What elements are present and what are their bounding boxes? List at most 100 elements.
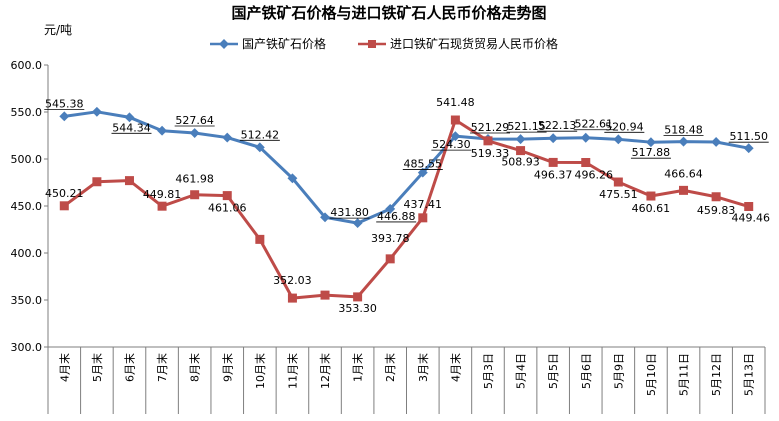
data-label-0: 545.38 bbox=[45, 97, 84, 110]
y-tick-label: 600.0 bbox=[11, 59, 43, 72]
data-label-0: 512.42 bbox=[241, 128, 280, 141]
series-point-0 bbox=[645, 137, 656, 148]
series-point-1 bbox=[222, 191, 232, 201]
series-point-1 bbox=[190, 190, 200, 200]
y-tick-label: 500.0 bbox=[11, 153, 43, 166]
data-label-1: 352.03 bbox=[273, 274, 312, 287]
x-tick-label: 4月末 bbox=[448, 353, 462, 382]
data-label-1: 519.33 bbox=[471, 147, 510, 160]
data-label-1: 496.26 bbox=[575, 169, 614, 182]
legend-marker-import bbox=[368, 40, 376, 48]
series-point-1 bbox=[255, 234, 265, 244]
series-point-1 bbox=[581, 158, 591, 168]
series-point-1 bbox=[711, 192, 721, 202]
data-label-1: 449.46 bbox=[731, 212, 770, 225]
series-point-0 bbox=[711, 137, 722, 147]
x-tick-label: 12月末 bbox=[318, 353, 332, 389]
x-tick-label: 5月9日 bbox=[612, 353, 625, 389]
series-point-0 bbox=[287, 173, 298, 184]
data-label-0: 527.64 bbox=[175, 114, 214, 127]
series-point-1 bbox=[483, 136, 493, 146]
series-point-0 bbox=[743, 143, 754, 154]
y-tick-label: 550.0 bbox=[11, 106, 43, 119]
x-tick-label: 5月5日 bbox=[547, 353, 560, 389]
data-label-0: 511.50 bbox=[729, 130, 768, 143]
x-tick-label: 1月末 bbox=[351, 353, 365, 382]
data-label-1: 461.98 bbox=[175, 173, 214, 186]
x-tick-label: 5月末 bbox=[90, 353, 104, 382]
series-point-0 bbox=[548, 133, 559, 144]
data-label-0: 485.55 bbox=[404, 158, 443, 171]
data-label-1: 460.61 bbox=[632, 202, 671, 215]
data-label-0: 521.15 bbox=[507, 120, 546, 133]
series-point-0 bbox=[450, 131, 461, 142]
data-label-0: 524.30 bbox=[432, 138, 471, 151]
data-label-0: 431.80 bbox=[330, 206, 369, 219]
series-point-0 bbox=[157, 125, 168, 136]
series-point-1 bbox=[613, 177, 623, 187]
x-tick-label: 2月末 bbox=[383, 353, 397, 382]
x-tick-label: 4月末 bbox=[57, 353, 71, 382]
series-point-0 bbox=[59, 111, 70, 122]
data-label-1: 459.83 bbox=[697, 204, 736, 217]
x-tick-label: 11月末 bbox=[285, 353, 299, 389]
series-line-1 bbox=[63, 118, 750, 300]
series-point-0 bbox=[515, 134, 526, 145]
data-label-1: 461.06 bbox=[208, 202, 247, 215]
data-label-0: 446.88 bbox=[377, 210, 416, 223]
data-label-0: 522.61 bbox=[575, 118, 614, 131]
x-tick-label: 9月末 bbox=[220, 353, 234, 382]
x-tick-label: 5月10日 bbox=[645, 353, 658, 396]
series-point-0 bbox=[385, 203, 396, 214]
data-label-0: 521.29 bbox=[471, 121, 510, 134]
legend-label-import: 进口铁矿石现货贸易人民币价格 bbox=[390, 36, 558, 51]
series-point-1 bbox=[320, 290, 330, 300]
series-point-0 bbox=[678, 136, 689, 147]
x-tick-label: 7月末 bbox=[155, 353, 169, 382]
data-label-0: 517.88 bbox=[632, 146, 671, 159]
series-point-1 bbox=[287, 293, 297, 303]
series-point-0 bbox=[189, 128, 200, 138]
series-point-1 bbox=[646, 191, 656, 201]
y-tick-label: 350.0 bbox=[11, 294, 43, 307]
series-point-1 bbox=[516, 146, 526, 156]
series-point-0 bbox=[222, 132, 233, 143]
series-point-0 bbox=[91, 106, 102, 117]
legend-label-domestic: 国产铁矿石价格 bbox=[242, 36, 326, 51]
x-tick-label: 5月11日 bbox=[678, 353, 691, 396]
data-label-0: 522.13 bbox=[538, 119, 577, 132]
series-point-1 bbox=[548, 157, 558, 167]
y-tick-label: 400.0 bbox=[11, 247, 43, 260]
y-axis: 300.0 350.0 400.0 450.0 500.0 550.0 600.0 bbox=[11, 59, 49, 354]
data-label-0: 544.34 bbox=[112, 121, 151, 134]
series-point-0 bbox=[613, 134, 624, 145]
data-label-1: 437.41 bbox=[404, 198, 443, 211]
data-label-1: 393.78 bbox=[371, 232, 410, 245]
series-point-1 bbox=[679, 185, 689, 195]
series-point-1 bbox=[124, 176, 134, 186]
x-tick-label: 10月末 bbox=[253, 353, 267, 389]
data-label-1: 496.37 bbox=[534, 168, 573, 181]
series-point-1 bbox=[353, 292, 363, 302]
x-tick-label: 8月末 bbox=[188, 353, 202, 382]
x-tick-label: 5月12日 bbox=[710, 353, 723, 396]
data-label-1: 466.64 bbox=[664, 167, 703, 180]
data-label-1: 353.30 bbox=[338, 302, 377, 315]
series-point-1 bbox=[450, 115, 460, 125]
series-point-0 bbox=[417, 167, 428, 178]
series-point-1 bbox=[59, 201, 69, 211]
y-tick-label: 300.0 bbox=[11, 341, 43, 354]
x-tick-label: 5月3日 bbox=[482, 353, 495, 389]
series-point-1 bbox=[92, 177, 102, 187]
series-point-1 bbox=[157, 201, 167, 211]
series-layer bbox=[59, 106, 754, 303]
y-tick-label: 450.0 bbox=[11, 200, 43, 213]
data-label-0: 520.94 bbox=[605, 120, 644, 133]
legend-marker-domestic bbox=[219, 39, 229, 49]
data-label-1: 449.81 bbox=[143, 188, 182, 201]
data-label-0: 518.48 bbox=[664, 124, 703, 137]
x-tick-label: 5月4日 bbox=[515, 353, 528, 389]
legend: 国产铁矿石价格 进口铁矿石现货贸易人民币价格 bbox=[210, 36, 558, 51]
x-tick-label: 5月13日 bbox=[743, 353, 756, 396]
